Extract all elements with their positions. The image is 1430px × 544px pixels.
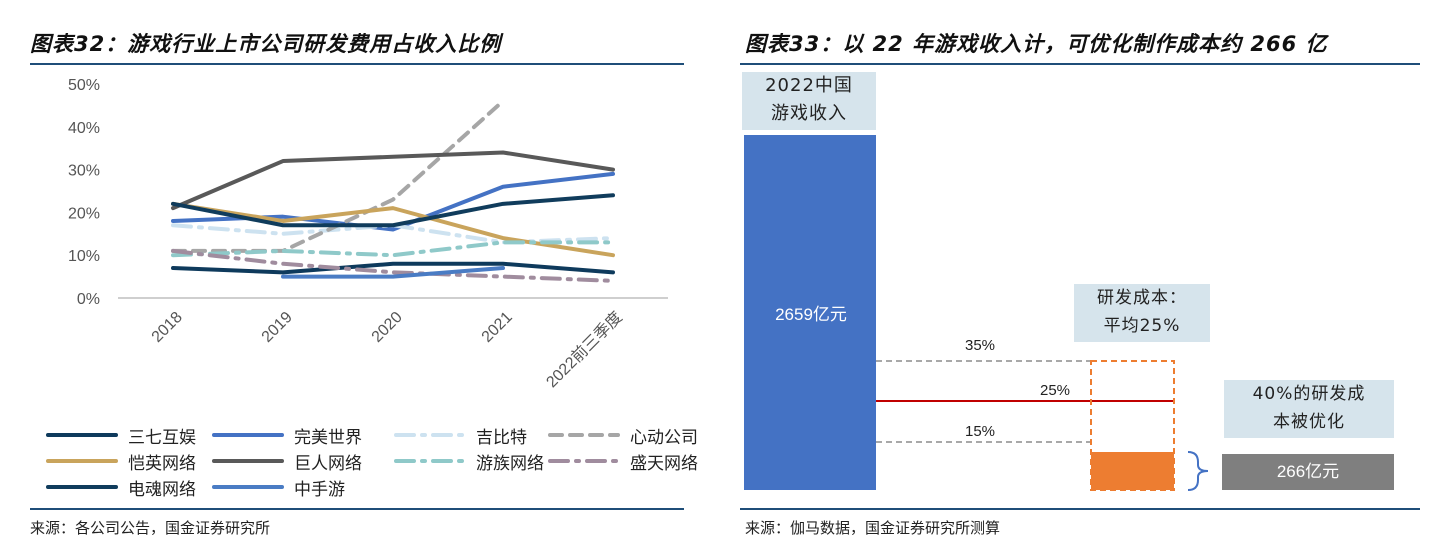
legend-item: 中手游 <box>212 474 345 500</box>
y-tick-label: 10% <box>68 248 100 265</box>
legend-item: 三七互娱 <box>46 422 196 448</box>
title-rule-left <box>30 63 684 65</box>
legend-swatch <box>548 459 620 463</box>
y-tick-label: 0% <box>77 291 100 308</box>
legend-label: 中手游 <box>294 479 345 500</box>
rd-ratio-line-chart: 0%10%20%30%40%50%2018 2019 2020 2021 2022前三季… <box>68 77 668 391</box>
figure-33-title: 图表33：以 22 年游戏收入计，可优化制作成本约 266 亿 <box>745 32 1328 56</box>
rd-cost-label-box: 研发成本： 平均25% <box>1074 284 1210 342</box>
legend-item: 恺英网络 <box>46 448 196 474</box>
legend-swatch <box>212 485 284 489</box>
legend-label: 吉比特 <box>476 427 527 448</box>
pct-15-label: 15% <box>965 423 996 440</box>
figure-32-title: 图表32：游戏行业上市公司研发费用占收入比例 <box>30 32 502 56</box>
legend-item: 吉比特 <box>394 422 527 448</box>
legend-label: 电魂网络 <box>128 479 196 500</box>
optimized-cost-bar <box>1091 452 1174 490</box>
legend-label: 完美世界 <box>294 427 362 448</box>
legend-swatch <box>394 433 466 437</box>
y-tick-label: 40% <box>68 120 100 137</box>
legend-item: 巨人网络 <box>212 448 362 474</box>
pct-35-label: 35% <box>965 337 996 354</box>
legend-swatch <box>394 459 466 463</box>
y-tick-label: 30% <box>68 163 100 180</box>
legend-label: 游族网络 <box>476 453 544 474</box>
legend-item: 电魂网络 <box>46 474 196 500</box>
legend-swatch <box>212 459 284 463</box>
revenue-bar <box>744 135 876 490</box>
legend-label: 三七互娱 <box>128 427 196 448</box>
legend-label: 巨人网络 <box>294 453 362 474</box>
legend-swatch <box>212 433 284 437</box>
legend-swatch <box>46 485 118 489</box>
y-tick-label: 20% <box>68 205 100 222</box>
figure-33-source: 来源：伽马数据，国金证券研究所测算 <box>745 519 1001 537</box>
revenue-label-box: 2022中国 游戏收入 <box>742 72 876 130</box>
legend-item: 心动公司 <box>548 422 698 448</box>
curly-brace <box>1187 451 1209 491</box>
legend-label: 盛天网络 <box>630 453 698 474</box>
legend-item: 游族网络 <box>394 448 544 474</box>
pct-25-label: 25% <box>1040 382 1071 399</box>
source-rule-left <box>30 508 684 510</box>
figure-32-source: 来源：各公司公告，国金证券研究所 <box>30 519 271 537</box>
legend-label: 心动公司 <box>630 427 698 448</box>
legend-swatch <box>548 433 620 437</box>
legend-item: 完美世界 <box>212 422 362 448</box>
revenue-value-label: 2659亿元 <box>775 305 847 324</box>
legend-swatch <box>46 459 118 463</box>
legend-swatch <box>46 433 118 437</box>
title-rule-right <box>740 63 1420 65</box>
legend-item: 盛天网络 <box>548 448 698 474</box>
y-tick-label: 50% <box>68 77 100 94</box>
optimized-label-box: 40%的研发成 本被优化 <box>1224 380 1394 438</box>
optimized-value-box: 266亿元 <box>1222 454 1394 490</box>
source-rule-right <box>740 508 1420 510</box>
legend-label: 恺英网络 <box>128 453 196 474</box>
